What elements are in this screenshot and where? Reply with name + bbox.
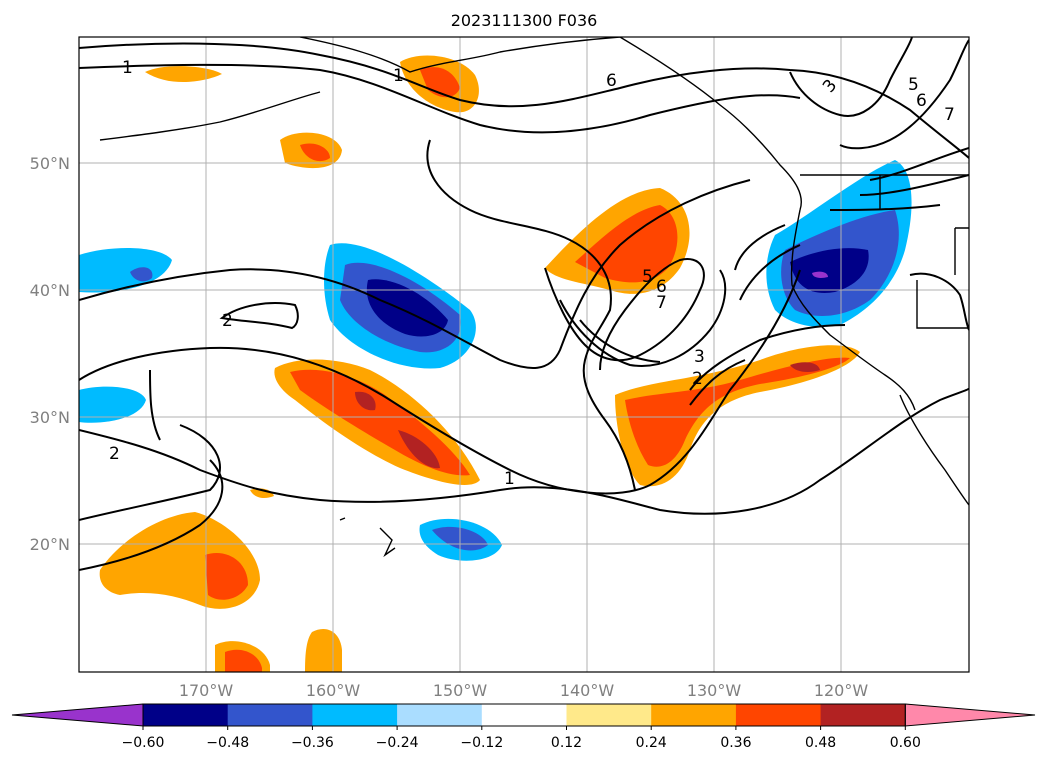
colorbar-tick-label: 0.60 <box>890 735 921 751</box>
colorbar-segment <box>566 704 652 726</box>
contour-label: 5 <box>642 267 653 287</box>
contour-label: 2 <box>692 369 703 389</box>
contour-label: 2 <box>222 311 233 331</box>
latitude-labels: 50°N 40°N 30°N 20°N <box>30 154 70 554</box>
lat-label: 20°N <box>30 535 70 554</box>
colorbar-tick-label: −0.36 <box>291 735 334 751</box>
colorbar-segment <box>735 704 822 726</box>
colorbar-tick-label: 0.24 <box>636 735 667 751</box>
contour-label: 2 <box>109 444 120 464</box>
colorbar-tick-label: −0.12 <box>460 735 503 751</box>
contour-label: 6 <box>656 277 667 297</box>
colorbar-extend-min <box>11 703 144 727</box>
contour-lines <box>79 37 969 571</box>
lon-label: 120°W <box>814 681 869 700</box>
colorbar-segment <box>820 704 906 726</box>
colorbar-segment <box>481 704 567 726</box>
shaded-fields <box>79 55 912 672</box>
colorbar-segment <box>651 704 737 726</box>
colorbar-tick-label: −0.60 <box>122 735 165 751</box>
colorbar-extend-max <box>904 703 1036 727</box>
colorbar-tick-label: 0.12 <box>551 735 582 751</box>
contour-label: 1 <box>393 66 404 86</box>
contour-label: 7 <box>944 105 955 125</box>
lon-label: 150°W <box>433 681 488 700</box>
lon-label: 160°W <box>306 681 361 700</box>
colorbar-tick-label: −0.48 <box>206 735 249 751</box>
colorbar-segment <box>397 704 483 726</box>
lat-label: 30°N <box>30 408 70 427</box>
lon-label: 140°W <box>560 681 615 700</box>
colorbar-segment <box>227 704 313 726</box>
colorbar-tick-label: −0.24 <box>376 735 419 751</box>
contour-label: 6 <box>606 71 617 91</box>
colorbar: −0.60 −0.48 −0.36 −0.24 −0.12 0.12 0.24 0.36 0.4… <box>11 703 1036 751</box>
lon-label: 130°W <box>687 681 742 700</box>
contour-label: 5 <box>908 75 919 95</box>
lon-label: 170°W <box>179 681 234 700</box>
colorbar-segment <box>312 704 398 726</box>
colorbar-tick-label: 0.36 <box>720 735 751 751</box>
colorbar-segment <box>143 704 229 726</box>
longitude-labels: 170°W 160°W 150°W 140°W 130°W 120°W <box>179 681 869 700</box>
map-title: 2023111300 F036 <box>451 11 598 30</box>
contour-label: 1 <box>122 58 133 78</box>
lat-label: 40°N <box>30 281 70 300</box>
contour-label: 3 <box>694 347 705 367</box>
colorbar-tick-label: 0.48 <box>805 735 836 751</box>
coastlines <box>99 37 969 558</box>
lat-label: 50°N <box>30 154 70 173</box>
cold-patch-west <box>79 248 172 293</box>
map-frame <box>78 36 970 673</box>
contour-label: 1 <box>504 469 515 489</box>
colorbar-frame <box>142 703 906 727</box>
contour-label: 6 <box>916 91 927 111</box>
contour-label: 7 <box>656 293 667 313</box>
